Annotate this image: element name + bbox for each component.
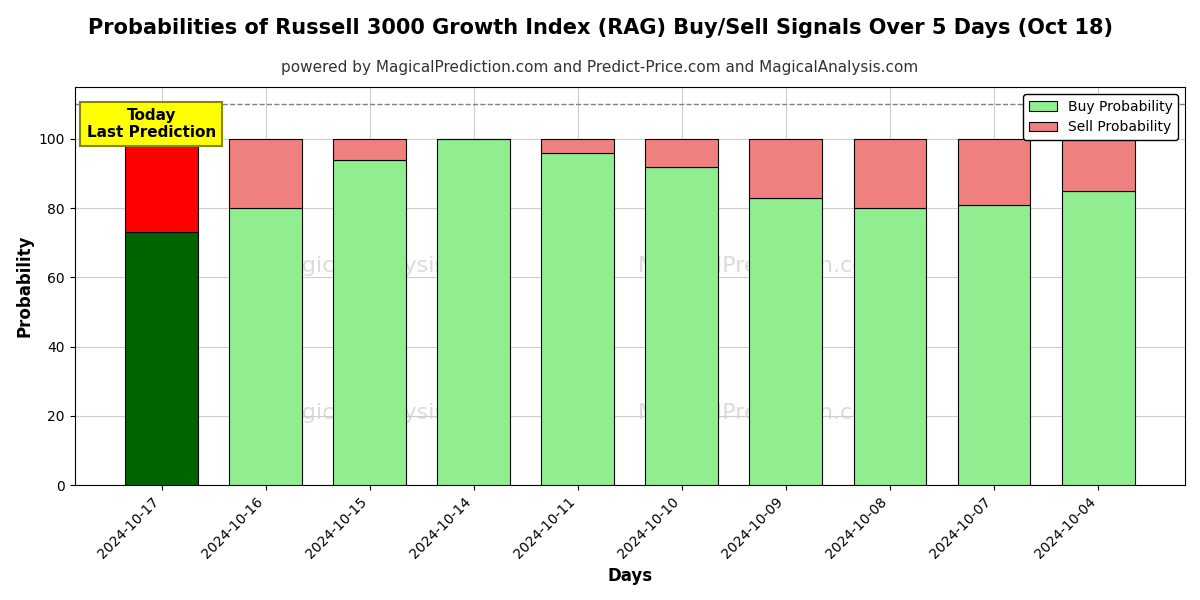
Bar [646,139,719,167]
Text: MagicalAnalysis.com: MagicalAnalysis.com [270,403,502,424]
Bar [125,139,198,232]
Bar [541,139,614,153]
Bar [958,139,1031,205]
Bar [229,208,302,485]
X-axis label: Days: Days [607,567,653,585]
Bar [853,139,926,208]
Text: MagicalPrediction.com: MagicalPrediction.com [638,256,888,276]
Text: MagicalAnalysis.com: MagicalAnalysis.com [270,256,502,276]
Bar [1062,139,1134,191]
Bar [646,167,719,485]
Text: MagicalPrediction.com: MagicalPrediction.com [638,403,888,424]
Y-axis label: Probability: Probability [16,235,34,337]
Bar [125,232,198,485]
Text: Probabilities of Russell 3000 Growth Index (RAG) Buy/Sell Signals Over 5 Days (O: Probabilities of Russell 3000 Growth Ind… [88,18,1112,38]
Bar [853,208,926,485]
Text: Today
Last Prediction: Today Last Prediction [86,108,216,140]
Bar [229,139,302,208]
Bar [334,160,406,485]
Bar [750,139,822,198]
Text: powered by MagicalPrediction.com and Predict-Price.com and MagicalAnalysis.com: powered by MagicalPrediction.com and Pre… [281,60,919,75]
Bar [334,139,406,160]
Bar [541,153,614,485]
Bar [1062,191,1134,485]
Bar [958,205,1031,485]
Legend: Buy Probability, Sell Probability: Buy Probability, Sell Probability [1024,94,1178,140]
Bar [750,198,822,485]
Bar [437,139,510,485]
